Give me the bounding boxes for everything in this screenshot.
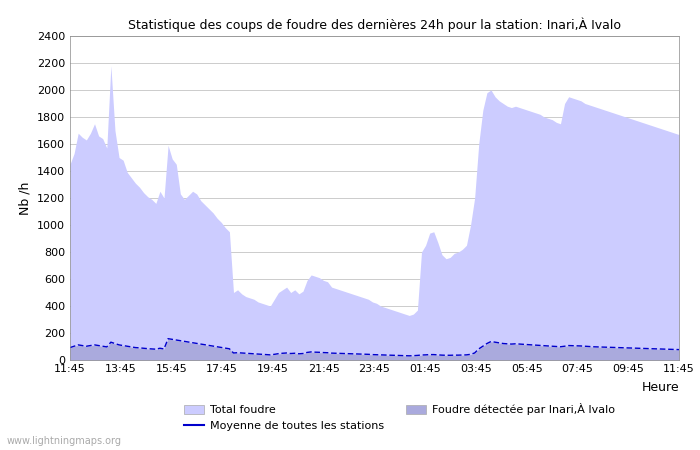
Legend: Total foudre, Moyenne de toutes les stations, Foudre détectée par Inari,À Ivalo: Total foudre, Moyenne de toutes les stat…	[180, 399, 619, 436]
Text: Heure: Heure	[641, 381, 679, 394]
Y-axis label: Nb /h: Nb /h	[18, 181, 32, 215]
Title: Statistique des coups de foudre des dernières 24h pour la station: Inari,À Ivalo: Statistique des coups de foudre des dern…	[128, 18, 621, 32]
Text: www.lightningmaps.org: www.lightningmaps.org	[7, 436, 122, 446]
